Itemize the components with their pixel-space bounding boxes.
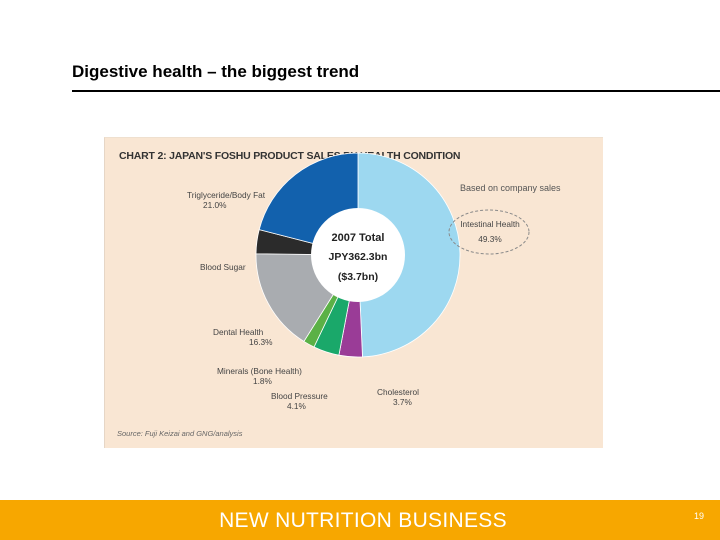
page-number: 19 xyxy=(693,511,704,521)
intestinal-highlight-ring xyxy=(448,209,530,255)
chart-note: Based on company sales xyxy=(460,183,561,193)
center-label-2: JPY362.3bn xyxy=(329,251,388,263)
chart-panel: CHART 2: JAPAN'S FOSHU PRODUCT SALES BY … xyxy=(104,137,603,448)
value-blood-pressure: 4.1% xyxy=(287,401,307,411)
label-blood-pressure: Blood Pressure xyxy=(271,391,328,401)
slice-intestinal-health xyxy=(357,152,461,358)
value-minerals-bone-health: 1.8% xyxy=(253,376,273,386)
footer-bar: NEW NUTRITION BUSINESS 19 xyxy=(0,500,720,540)
label-intestinal-health: Intestinal Health xyxy=(460,219,520,229)
value-dental-health: 16.3% xyxy=(249,337,273,347)
value-cholesterol: 3.7% xyxy=(393,397,413,407)
value-intestinal-health: 49.3% xyxy=(478,234,502,244)
label-dental-health: Dental Health xyxy=(213,327,264,337)
label-blood-sugar: Blood Sugar xyxy=(200,262,246,272)
label-cholesterol: Cholesterol xyxy=(377,387,419,397)
center-label-1: 2007 Total xyxy=(332,232,385,244)
value-triglyceride-body-fat: 21.0% xyxy=(203,200,227,210)
center-label-3: ($3.7bn) xyxy=(338,271,378,283)
donut-hole xyxy=(311,208,405,302)
footer-brand: NEW NUTRITION BUSINESS xyxy=(219,509,507,532)
chart-source: Source: Fuji Keizai and GNG/analysis xyxy=(117,429,243,438)
slide-title: Digestive health – the biggest trend xyxy=(72,62,360,81)
label-triglyceride-body-fat: Triglyceride/Body Fat xyxy=(187,190,266,200)
title-divider xyxy=(72,90,720,92)
label-minerals-bone-health: Minerals (Bone Health) xyxy=(217,366,302,376)
